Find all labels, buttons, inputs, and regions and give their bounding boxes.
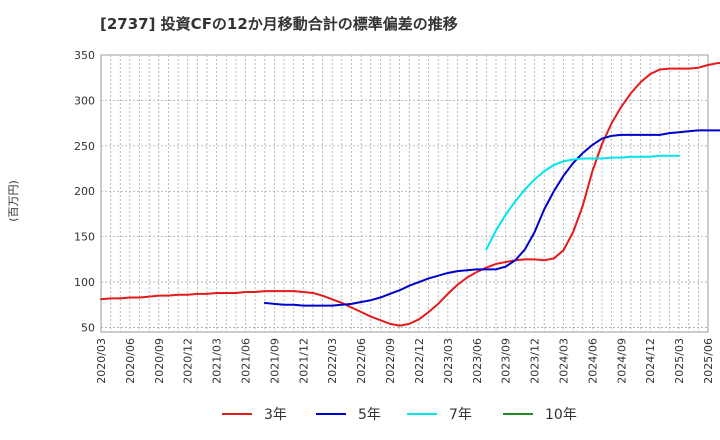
x-tick-label: 2023/06 <box>471 338 484 384</box>
x-tick-label: 2024/12 <box>644 338 657 384</box>
y-tick-label: 300 <box>74 94 95 107</box>
chart-title: [2737] 投資CFの12か月移動合計の標準偏差の推移 <box>100 15 458 33</box>
x-axis: 2020/03 2020/06 2020/09 2020/12 2021/03 2021/… <box>95 338 715 384</box>
legend-label: 7年 <box>449 407 472 423</box>
x-tick-label: 2022/12 <box>413 338 426 384</box>
x-tick-label: 2023/03 <box>442 338 455 384</box>
series-line <box>263 129 720 307</box>
x-tick-label: 2020/03 <box>95 338 108 384</box>
x-tick-label: 2024/03 <box>557 338 570 384</box>
x-tick-label: 2025/06 <box>702 338 715 384</box>
y-tick-label: 350 <box>74 49 95 62</box>
y-tick-label: 150 <box>74 231 95 244</box>
x-tick-label: 2021/06 <box>240 338 253 384</box>
legend-label: 3年 <box>264 407 287 423</box>
x-tick-label: 2024/06 <box>586 338 599 384</box>
x-tick-label: 2023/12 <box>529 338 542 384</box>
x-tick-label: 2025/03 <box>673 338 686 384</box>
series-line <box>485 154 681 251</box>
y-tick-label: 100 <box>74 276 95 289</box>
grid-lines <box>101 54 708 332</box>
x-tick-label: 2020/12 <box>182 338 195 384</box>
x-tick-label: 2020/09 <box>153 338 166 384</box>
y-axis-label: (百万円) <box>7 180 20 222</box>
x-tick-label: 2021/12 <box>297 338 310 384</box>
x-tick-label: 2022/09 <box>384 338 397 384</box>
y-tick-label: 200 <box>74 185 95 198</box>
series-lines <box>100 61 720 327</box>
x-tick-label: 2021/03 <box>211 338 224 384</box>
x-tick-label: 2020/06 <box>124 338 137 384</box>
x-tick-label: 2024/09 <box>615 338 628 384</box>
x-tick-label: 2022/03 <box>326 338 339 384</box>
y-tick-label: 250 <box>74 140 95 153</box>
plot-area <box>100 54 709 333</box>
legend-label: 5年 <box>358 407 381 423</box>
legend: 3年 5年 7年 10年 <box>222 407 577 423</box>
y-tick-label: 50 <box>81 321 95 334</box>
x-tick-label: 2021/09 <box>268 338 281 384</box>
y-axis: 50 100 150 200 250 300 350 <box>74 49 95 334</box>
x-tick-label: 2022/06 <box>355 338 368 384</box>
series-line <box>100 61 720 327</box>
x-tick-label: 2023/09 <box>500 338 513 384</box>
legend-label: 10年 <box>545 407 577 423</box>
